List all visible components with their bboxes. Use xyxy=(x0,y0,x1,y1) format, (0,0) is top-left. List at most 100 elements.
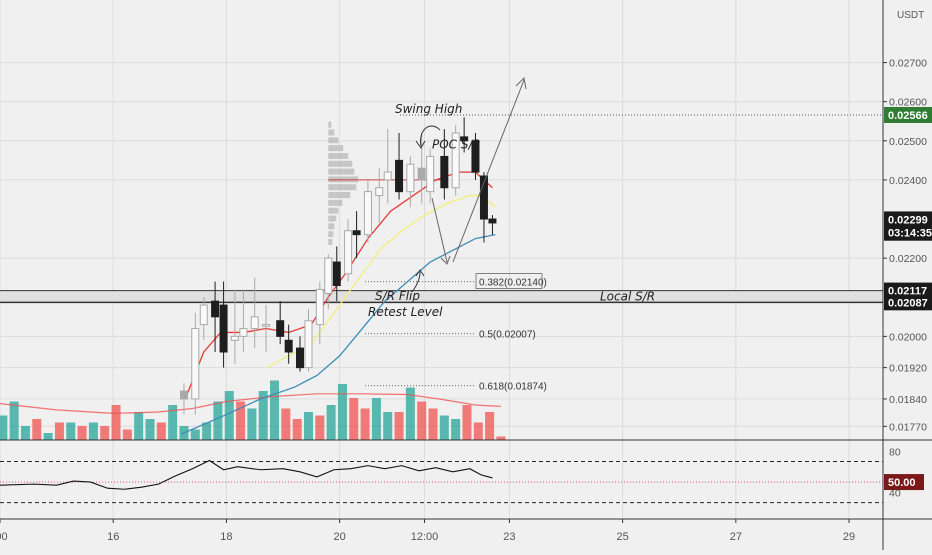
candle-body xyxy=(488,218,497,224)
volume-profile-row xyxy=(328,215,337,222)
volume-profile-row xyxy=(328,145,344,152)
local-sr-label: Local S/R xyxy=(600,289,655,303)
candle-body xyxy=(426,155,435,193)
volume-bar xyxy=(473,422,483,440)
volume-profile-row xyxy=(328,121,332,128)
poc-label: POC S/R xyxy=(432,138,481,152)
candle xyxy=(230,289,239,364)
candle xyxy=(363,179,372,243)
volume-bar xyxy=(213,401,223,440)
volume-bar xyxy=(428,408,438,440)
price-tick-label: 0.02700 xyxy=(889,58,927,70)
candle-body xyxy=(363,191,372,236)
volume-bar xyxy=(100,426,110,440)
candle-body xyxy=(304,320,313,369)
flip-arrow-curve xyxy=(411,271,421,293)
time-tick-label: 25 xyxy=(617,531,629,543)
volume-bar xyxy=(122,429,132,440)
volume-bar xyxy=(77,426,87,440)
candle-body xyxy=(406,163,415,193)
volume-profile-row xyxy=(328,223,335,230)
candle-body xyxy=(179,390,188,400)
volume-bar xyxy=(66,422,76,440)
volume-profile-row xyxy=(328,137,339,144)
volume-bar xyxy=(168,405,178,440)
volume-bar xyxy=(236,401,246,440)
volume-ma-line xyxy=(0,393,501,415)
volume-bar xyxy=(9,401,19,440)
candle xyxy=(262,305,271,352)
volume-bar xyxy=(405,387,415,440)
candle-body xyxy=(239,328,248,337)
candle-body xyxy=(324,257,333,294)
candle-body xyxy=(417,167,426,181)
candle xyxy=(471,132,480,180)
candle xyxy=(440,129,449,200)
volume-bar xyxy=(54,422,64,440)
candle-body xyxy=(219,304,228,353)
price-tick-label: 0.02500 xyxy=(889,136,927,148)
candle xyxy=(239,289,248,352)
price-tick-label: 0.01920 xyxy=(889,363,927,375)
volume-bar xyxy=(224,391,234,440)
volume-bar xyxy=(292,419,302,440)
candle xyxy=(295,336,304,372)
volume-bar xyxy=(462,405,472,440)
price-badge: 03:14:35 xyxy=(884,224,932,241)
candle xyxy=(332,246,341,302)
volume-profile-row xyxy=(328,207,339,214)
price-badge-label: 0.02087 xyxy=(888,297,928,309)
volume-bar xyxy=(0,415,8,440)
ema-slow-line xyxy=(180,234,496,435)
candle-body xyxy=(315,288,324,326)
volume-bar xyxy=(485,412,495,440)
volume-bar xyxy=(247,408,257,440)
price-badge-label: 0.02566 xyxy=(888,110,928,122)
volume-profile-row xyxy=(328,129,335,136)
poc-arrow-curve xyxy=(420,125,441,147)
candle-body xyxy=(375,187,384,197)
volume-profile-row xyxy=(328,192,351,199)
volume-bar xyxy=(360,408,370,440)
projection-up-arrow xyxy=(452,79,525,263)
volume-bar xyxy=(145,419,155,440)
volume-bar xyxy=(417,401,427,440)
time-tick-label: 20 xyxy=(333,531,345,543)
volume-bar xyxy=(134,412,144,440)
time-tick-label: 23 xyxy=(503,531,515,543)
candle-body xyxy=(230,335,239,341)
volume-bar xyxy=(383,412,393,440)
rsi-line xyxy=(0,459,493,490)
time-tick-label: :00 xyxy=(0,531,8,543)
candle xyxy=(211,281,220,352)
currency-label: USDT xyxy=(897,10,924,21)
projection-down-head xyxy=(440,255,451,265)
volume-profile-row xyxy=(328,168,355,175)
candle xyxy=(406,156,415,208)
candle-body xyxy=(451,132,460,189)
candle-body xyxy=(479,175,488,220)
candle-body xyxy=(440,155,449,189)
volume-profile-row xyxy=(328,184,357,191)
candle xyxy=(375,168,384,223)
volume-bar xyxy=(371,398,381,440)
candle xyxy=(460,117,469,153)
candle xyxy=(199,297,208,341)
retest-level-label: Retest Level xyxy=(368,305,443,319)
projection-down-arrow xyxy=(431,197,448,263)
candle xyxy=(276,301,285,345)
local-sr-zone xyxy=(0,290,883,303)
candle-body xyxy=(295,347,304,369)
volume-bar xyxy=(451,419,461,440)
price-tick-label: 0.01840 xyxy=(889,394,927,406)
candle xyxy=(451,125,460,196)
candle xyxy=(352,211,361,259)
rsi-tick-label: 80 xyxy=(889,446,901,458)
candle-body xyxy=(191,328,200,400)
candle xyxy=(383,129,392,204)
candle xyxy=(426,148,435,204)
candle-body xyxy=(460,136,469,142)
price-tick-label: 0.02600 xyxy=(889,97,927,109)
